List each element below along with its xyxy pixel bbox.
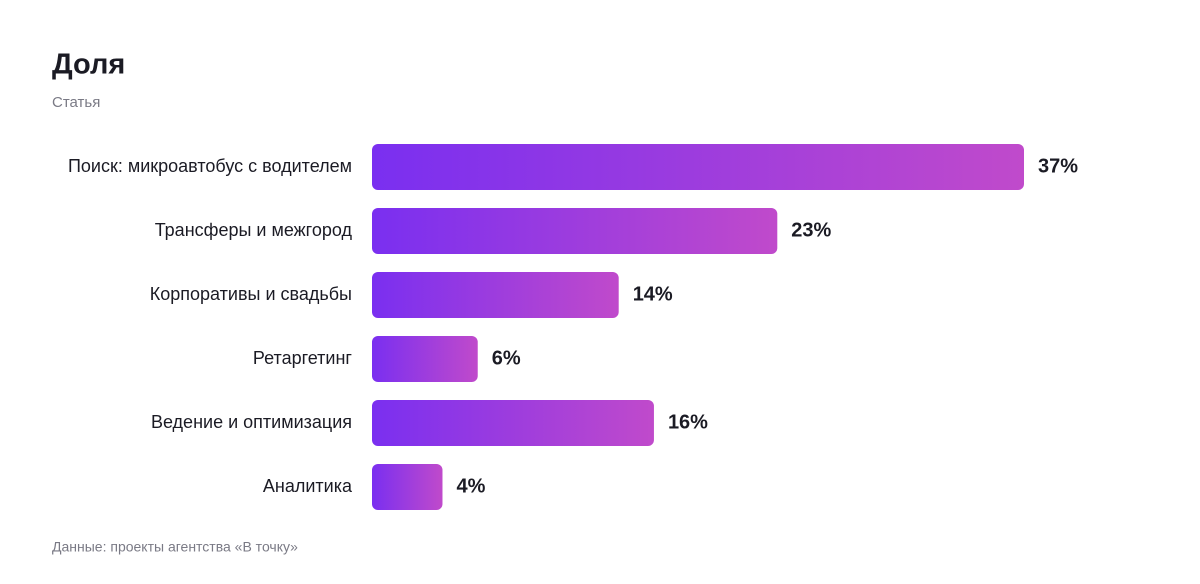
bar — [372, 464, 443, 510]
category-label: Корпоративы и свадьбы — [150, 284, 352, 304]
bar — [372, 272, 619, 318]
category-label: Ведение и оптимизация — [151, 412, 352, 432]
category-label: Ретаргетинг — [253, 348, 353, 368]
value-label: 4% — [456, 475, 485, 497]
bar — [372, 208, 778, 254]
category-label: Аналитика — [263, 476, 353, 496]
chart-subtitle: Статья — [52, 94, 100, 111]
bar — [372, 336, 478, 382]
category-label: Трансферы и межгород — [155, 220, 353, 240]
category-label: Поиск: микроавтобус с водителем — [68, 156, 352, 176]
bar — [372, 144, 1024, 190]
chart-title: Доля — [52, 49, 125, 81]
value-label: 6% — [492, 347, 521, 369]
value-label: 14% — [633, 283, 673, 305]
value-label: 23% — [791, 219, 831, 241]
source-note: Данные: проекты агентства «В точку» — [52, 539, 298, 555]
value-label: 16% — [668, 411, 708, 433]
value-label: 37% — [1038, 155, 1078, 177]
bar — [372, 400, 654, 446]
